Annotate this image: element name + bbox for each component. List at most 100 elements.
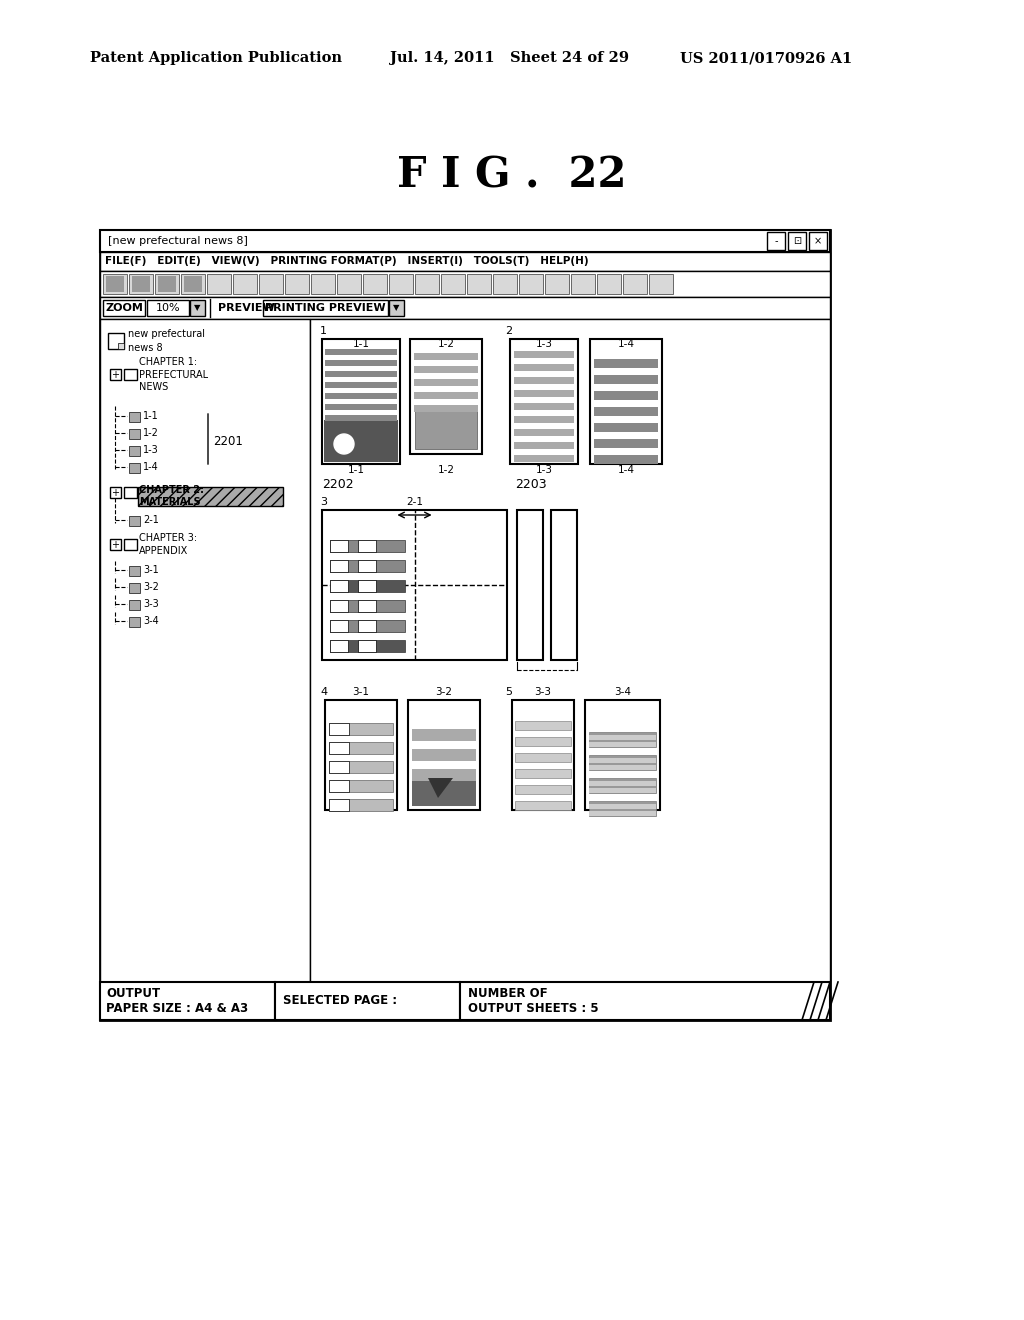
Text: 3-1: 3-1 [143,565,159,576]
Bar [330,540,404,552]
Bar [325,360,397,366]
Bar [589,766,656,770]
Bar [330,579,404,591]
Text: 1-3: 1-3 [143,445,159,455]
Bar [124,487,137,498]
Bar [190,300,205,315]
Bar [358,640,376,652]
Text: US 2011/0170926 A1: US 2011/0170926 A1 [680,51,852,65]
Bar [389,275,413,294]
Bar [329,780,393,792]
Bar [514,378,574,384]
Bar [129,566,140,576]
Bar [325,371,397,378]
Bar [330,640,404,652]
Text: NUMBER OF
OUTPUT SHEETS : 5: NUMBER OF OUTPUT SHEETS : 5 [468,987,599,1015]
Bar [330,620,348,632]
Bar [414,392,478,399]
Bar [594,455,658,465]
Bar [514,403,574,411]
Text: CHAPTER 3:
APPENDIX: CHAPTER 3: APPENDIX [139,533,198,556]
Text: 2202: 2202 [322,478,353,491]
Bar [329,780,349,792]
Bar [138,487,283,506]
Bar [129,412,140,422]
Bar [358,579,376,591]
Text: SELECTED PAGE :: SELECTED PAGE : [283,994,397,1007]
Bar [158,276,176,292]
Text: 5: 5 [505,686,512,697]
Bar [594,440,658,447]
Bar [594,359,658,368]
Bar [100,982,275,1020]
Bar [514,442,574,449]
Text: 3-4: 3-4 [143,616,159,626]
Bar [155,275,179,294]
Polygon shape [428,777,453,799]
Bar [129,463,140,473]
Bar [460,982,830,1020]
Bar [181,275,205,294]
Bar [514,416,574,422]
Bar [100,319,310,982]
Bar [132,276,150,292]
Text: 2-1: 2-1 [406,498,423,507]
Text: FILE(F)   EDIT(E)   VIEW(V)   PRINTING FORMAT(P)   INSERT(I)   TOOLS(T)   HELP(H: FILE(F) EDIT(E) VIEW(V) PRINTING FORMAT(… [105,256,589,267]
Text: ▼: ▼ [194,304,201,313]
Bar [100,252,830,271]
Bar [325,381,397,388]
Bar [322,339,400,465]
Bar [129,516,140,525]
Bar [415,275,439,294]
Bar [589,758,656,763]
Bar [649,275,673,294]
Bar [589,810,656,816]
Text: OUTPUT
PAPER SIZE : A4 & A3: OUTPUT PAPER SIZE : A4 & A3 [106,987,248,1015]
Text: CHAPTER 1:
PREFECTURAL
NEWS: CHAPTER 1: PREFECTURAL NEWS [139,358,208,392]
Bar [589,781,656,785]
Bar [129,429,140,440]
Bar [329,723,349,735]
Text: [new prefectural news 8]: [new prefectural news 8] [108,236,248,246]
Bar [358,601,376,612]
Bar [585,700,660,810]
Bar [100,297,830,319]
Text: 1-4: 1-4 [617,465,635,475]
Circle shape [334,434,354,454]
Text: 10%: 10% [156,304,180,313]
Text: Jul. 14, 2011   Sheet 24 of 29: Jul. 14, 2011 Sheet 24 of 29 [390,51,629,65]
Text: 3-2: 3-2 [143,582,159,591]
Bar [545,275,569,294]
Bar [412,774,476,807]
Text: 1-2: 1-2 [143,428,159,438]
Bar [510,339,578,465]
Text: 1-3: 1-3 [536,339,553,348]
Bar [325,348,397,355]
Bar [594,407,658,416]
Text: 1-2: 1-2 [437,339,455,348]
Bar [414,405,478,412]
Text: 2-1: 2-1 [143,515,159,525]
Bar [415,411,477,449]
Bar [589,801,656,816]
Bar [515,785,571,795]
Text: +: + [111,487,119,498]
Bar [358,620,376,632]
Bar [330,601,348,612]
Bar [788,232,806,249]
Bar [597,275,621,294]
Bar [147,300,189,315]
Bar [412,748,476,762]
Bar [106,276,124,292]
Bar [324,420,398,462]
Text: 1-4: 1-4 [143,462,159,473]
Bar [129,275,153,294]
Bar [325,700,397,810]
Bar [124,539,137,550]
Bar [103,300,145,315]
Bar [330,579,348,591]
Bar [330,620,404,632]
Bar [311,275,335,294]
Bar [329,762,349,774]
Bar [325,414,397,421]
